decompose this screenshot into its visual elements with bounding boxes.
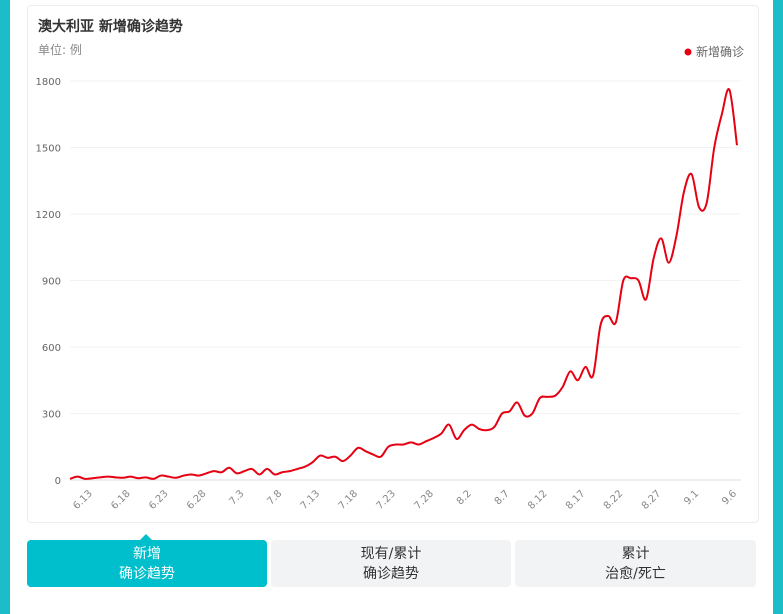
- y-tick-label: 300: [42, 410, 61, 421]
- side-strip: [0, 0, 10, 614]
- tab-label: 新增: [133, 545, 161, 562]
- x-tick-label: 6.23: [147, 488, 171, 512]
- legend-marker: [684, 48, 692, 56]
- x-tick-label: 6.18: [109, 488, 133, 512]
- tab[interactable]: 新增 确诊趋势: [27, 534, 267, 587]
- chart-title: 澳大利亚 新增确诊趋势: [38, 18, 183, 35]
- y-tick-label: 600: [42, 343, 61, 354]
- tab-label: 累计: [621, 545, 650, 562]
- legend-label: 新增确诊: [696, 44, 744, 59]
- tab-label: 现有/累计: [360, 545, 422, 562]
- x-tick-label: 8.17: [564, 488, 588, 512]
- x-tick-label: 8.12: [526, 488, 550, 512]
- x-tick-label: 9.1: [682, 488, 701, 507]
- chart-card: [27, 5, 759, 523]
- x-tick-label: 7.18: [337, 488, 361, 512]
- line: [69, 88, 738, 480]
- y-tick-label: 1200: [36, 210, 61, 221]
- x-tick-label: 8.22: [602, 488, 626, 512]
- y-tick-label: 0: [55, 476, 61, 487]
- tab-label: 治愈/死亡: [605, 565, 666, 582]
- tab-label: 确诊趋势: [363, 565, 419, 582]
- chart-subtitle: 单位: 例: [38, 42, 82, 57]
- x-tick-label: 8.2: [455, 488, 474, 507]
- x-tick-label: 9.6: [720, 488, 739, 507]
- x-tick-label: 7.23: [375, 488, 399, 512]
- x-tick-label: 7.13: [299, 488, 323, 512]
- x-tick-label: 7.3: [227, 488, 246, 507]
- chart: 澳大利亚 新增确诊趋势 单位: 例 0 300 600 900 1200 1500 1800…: [36, 18, 744, 512]
- tab-label: 确诊趋势: [119, 565, 175, 582]
- tab[interactable]: 现有/累计确诊趋势: [271, 540, 511, 587]
- x-tick-label: 6.13: [71, 488, 95, 512]
- x-tick-label: 7.8: [265, 488, 284, 507]
- x-tick-label: 6.28: [185, 488, 209, 512]
- x-tick-label: 8.27: [640, 488, 664, 512]
- tab[interactable]: 累计治愈/死亡: [515, 540, 756, 587]
- y-tick-label: 1500: [36, 144, 61, 155]
- y-tick-label: 1800: [36, 77, 61, 88]
- side-strip: [773, 0, 783, 614]
- x-tick-label: 8.7: [493, 488, 512, 507]
- y-tick-label: 900: [42, 277, 61, 288]
- x-tick-label: 7.28: [412, 488, 436, 512]
